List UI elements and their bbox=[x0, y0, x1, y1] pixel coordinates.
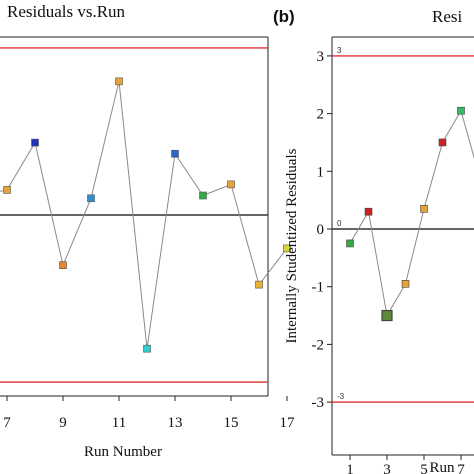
right-point-4 bbox=[420, 205, 428, 213]
right-data-marks bbox=[346, 106, 474, 322]
left-panel: Residuals vs.Run 7 9 11 13 15 17 Run Number bbox=[0, 2, 295, 460]
right-ref-line-label-2: -3 bbox=[337, 392, 345, 401]
right-series-line bbox=[349, 109, 474, 317]
left-point-11 bbox=[283, 244, 291, 253]
right-x-tick-2: 5 bbox=[420, 462, 428, 474]
right-x-tick-0: 1 bbox=[346, 462, 354, 474]
right-panel: (b) Resi 3 0 -3 3 2 1 0 -1 -2 -3 1 3 5 7 Internally… bbox=[273, 7, 474, 474]
right-y-tick-4: -1 bbox=[312, 280, 325, 296]
right-y-tick-5: -2 bbox=[312, 337, 325, 353]
right-point-2 bbox=[381, 309, 393, 322]
left-x-tick-1: 9 bbox=[59, 415, 67, 431]
left-x-tick-3: 13 bbox=[168, 415, 183, 431]
right-point-0 bbox=[346, 239, 354, 248]
right-point-5 bbox=[438, 138, 447, 147]
left-reference-lines bbox=[0, 47, 268, 383]
right-point-6 bbox=[457, 106, 465, 115]
right-y-tick-0: 3 bbox=[317, 49, 325, 65]
left-point-9 bbox=[227, 180, 235, 189]
right-point-3 bbox=[401, 280, 410, 288]
right-y-axis-label: Internally Studentized Residuals bbox=[284, 148, 300, 343]
right-y-tick-6: -3 bbox=[312, 395, 325, 411]
right-y-ticks: 3 2 1 0 -1 -2 -3 bbox=[312, 49, 332, 411]
right-x-axis-label: Run bbox=[429, 460, 455, 474]
right-x-tick-3: 7 bbox=[457, 462, 465, 474]
left-point-5 bbox=[115, 77, 123, 86]
left-x-axis-label: Run Number bbox=[84, 444, 162, 460]
left-x-tick-0: 7 bbox=[3, 415, 11, 431]
right-y-tick-1: 2 bbox=[317, 107, 325, 123]
left-series-line bbox=[0, 81, 288, 349]
left-data-marks bbox=[0, 77, 291, 353]
left-x-tick-5: 17 bbox=[280, 415, 296, 431]
left-title: Residuals vs.Run bbox=[7, 2, 126, 21]
left-point-7 bbox=[171, 149, 179, 158]
left-point-10 bbox=[255, 280, 263, 289]
left-x-tick-4: 15 bbox=[224, 415, 239, 431]
left-point-8 bbox=[199, 191, 207, 200]
right-point-1 bbox=[364, 207, 373, 216]
right-y-tick-3: 0 bbox=[317, 222, 325, 238]
right-x-tick-1: 3 bbox=[383, 462, 391, 474]
left-x-tick-2: 11 bbox=[112, 415, 126, 431]
right-y-tick-2: 1 bbox=[317, 164, 325, 180]
left-point-4 bbox=[87, 194, 95, 203]
right-ref-line-label-0: 3 bbox=[337, 46, 342, 55]
left-x-ticks: 7 9 11 13 15 17 bbox=[3, 396, 295, 431]
left-point-1 bbox=[3, 186, 11, 194]
left-point-2 bbox=[31, 138, 39, 147]
right-ref-line-label-1: 0 bbox=[337, 219, 342, 228]
left-point-6 bbox=[143, 344, 151, 353]
left-point-3 bbox=[59, 261, 67, 269]
right-panel-label: (b) bbox=[273, 7, 295, 26]
right-title: Resi bbox=[432, 7, 463, 26]
right-x-ticks: 1 3 5 7 bbox=[346, 455, 465, 474]
right-reference-lines: 3 0 -3 bbox=[332, 46, 474, 403]
